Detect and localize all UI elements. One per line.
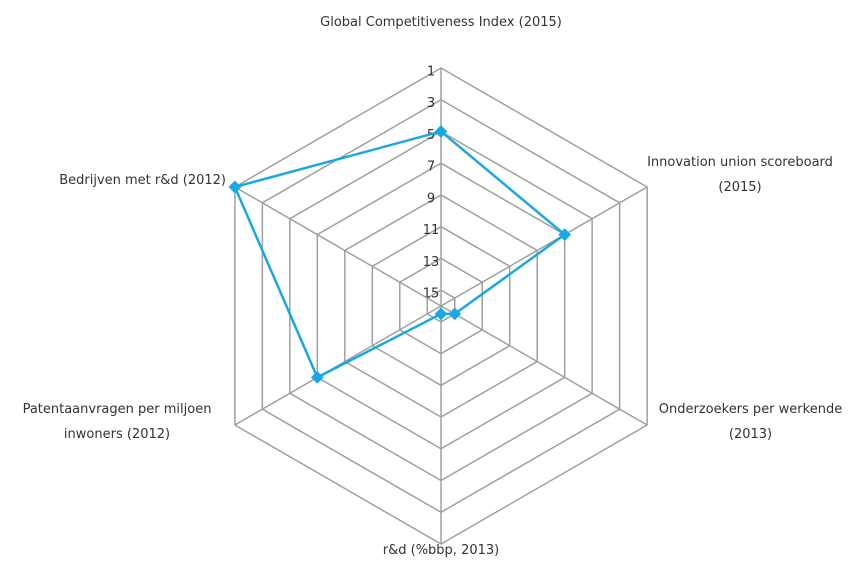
marker <box>310 371 324 384</box>
category-label: Patentaanvragen per miljoen inwoners (20… <box>22 402 212 442</box>
series-line <box>233 130 567 380</box>
tick-label: 1 <box>427 65 435 80</box>
tick-label: 9 <box>427 191 435 206</box>
axis-line <box>440 305 648 426</box>
marker <box>228 180 242 194</box>
marker <box>448 307 462 321</box>
marker <box>434 307 448 321</box>
category-label: Bedrijven met r&d (2012) <box>59 173 226 188</box>
category-label: Onderzoekers per werkende (2013) <box>658 402 843 442</box>
axis-line <box>234 186 442 307</box>
category-label: r&d (%bbp, 2013) <box>382 543 500 558</box>
category-label: Global Competitiveness Index (2015) <box>320 15 562 30</box>
tick-label: 3 <box>427 96 435 111</box>
marker <box>434 125 448 138</box>
tick-label: 5 <box>427 128 435 143</box>
axis-line <box>440 186 648 307</box>
tick-label: 7 <box>427 160 435 175</box>
tick-label: 11 <box>423 223 440 238</box>
tick-label: 13 <box>423 255 440 270</box>
category-label: Innovation union scoreboard (2015) <box>647 155 833 195</box>
